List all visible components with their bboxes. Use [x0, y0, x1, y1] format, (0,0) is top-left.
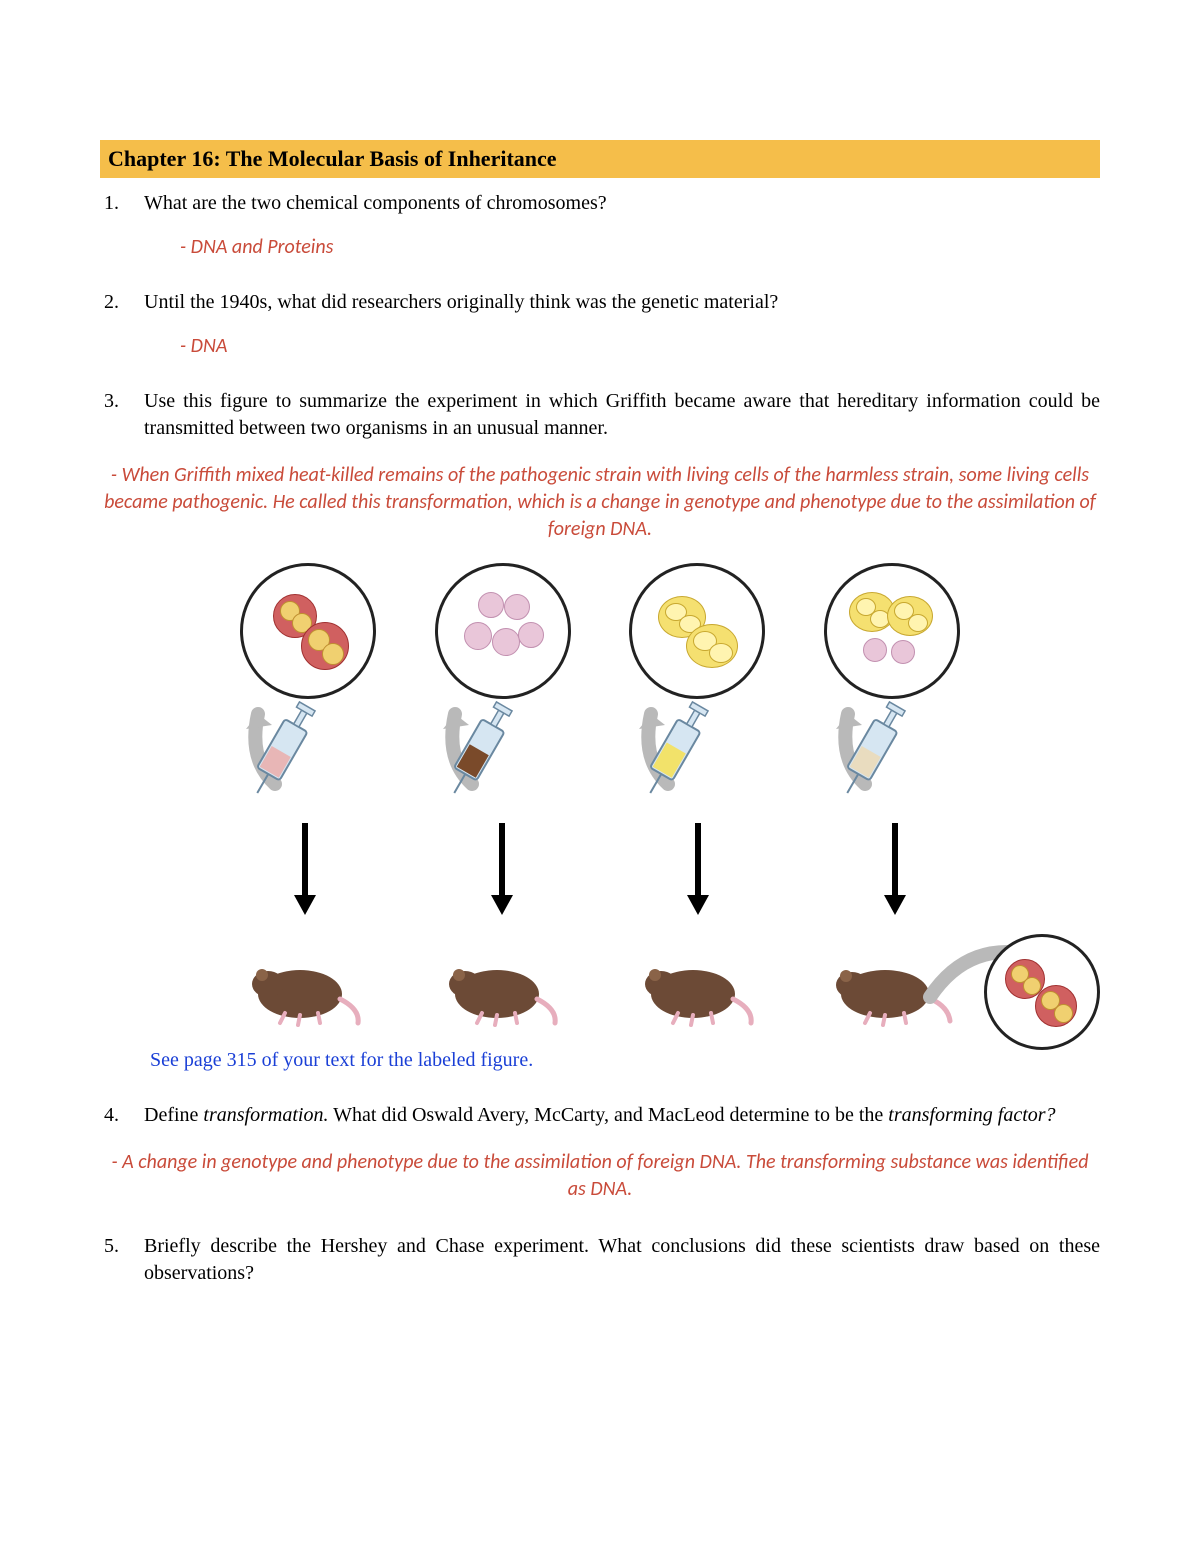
figure-reference-note: See page 315 of your text for the labele…: [150, 1049, 1100, 1072]
q4-mid: What did Oswald Avery, McCarty, and MacL…: [328, 1104, 888, 1126]
question-number: 2.: [100, 289, 144, 316]
question-2: 2. Until the 1940s, what did researchers…: [100, 289, 1100, 316]
mouse-3: [633, 939, 763, 1029]
question-4: 4. Define transformation. What did Oswal…: [100, 1102, 1100, 1129]
mouse-2: [437, 939, 567, 1029]
chapter-header: Chapter 16: The Molecular Basis of Inher…: [100, 140, 1100, 178]
syringe-4: [830, 689, 960, 809]
question-number: 4.: [100, 1102, 144, 1129]
result-petri-dish: [984, 934, 1100, 1050]
petri-dish-4: [824, 563, 960, 699]
petri-dish-2: [435, 563, 571, 699]
question-text: Define transformation. What did Oswald A…: [144, 1102, 1100, 1129]
q4-pre: Define: [144, 1104, 203, 1126]
question-text: Until the 1940s, what did researchers or…: [144, 289, 1100, 316]
griffith-experiment-figure: [240, 563, 960, 1029]
down-arrow-2: [437, 819, 567, 919]
question-5: 5. Briefly describe the Hershey and Chas…: [100, 1233, 1100, 1287]
syringe-2: [437, 689, 567, 809]
answer-2: - DNA: [180, 334, 1100, 358]
petri-dish-1: [240, 563, 376, 699]
answer-1: - DNA and Proteins: [180, 235, 1100, 259]
answer-4: - A change in genotype and phenotype due…: [100, 1149, 1100, 1203]
mouse-1: [240, 939, 370, 1029]
question-text: Use this figure to summarize the experim…: [144, 388, 1100, 442]
answer-3: - When Griffith mixed heat-killed remain…: [100, 462, 1100, 543]
down-arrow-3: [633, 819, 763, 919]
question-number: 1.: [100, 190, 144, 217]
syringe-3: [633, 689, 763, 809]
question-1: 1. What are the two chemical components …: [100, 190, 1100, 217]
down-arrow-1: [240, 819, 370, 919]
down-arrow-4: [830, 819, 960, 919]
q4-italic1: transformation.: [203, 1104, 328, 1126]
question-number: 5.: [100, 1233, 144, 1260]
question-3: 3. Use this figure to summarize the expe…: [100, 388, 1100, 442]
q4-italic2: transforming factor?: [888, 1104, 1055, 1126]
question-text: What are the two chemical components of …: [144, 190, 1100, 217]
syringe-1: [240, 689, 370, 809]
petri-dish-3: [629, 563, 765, 699]
question-text: Briefly describe the Hershey and Chase e…: [144, 1233, 1100, 1287]
mouse-4: [830, 939, 960, 1029]
question-number: 3.: [100, 388, 144, 415]
